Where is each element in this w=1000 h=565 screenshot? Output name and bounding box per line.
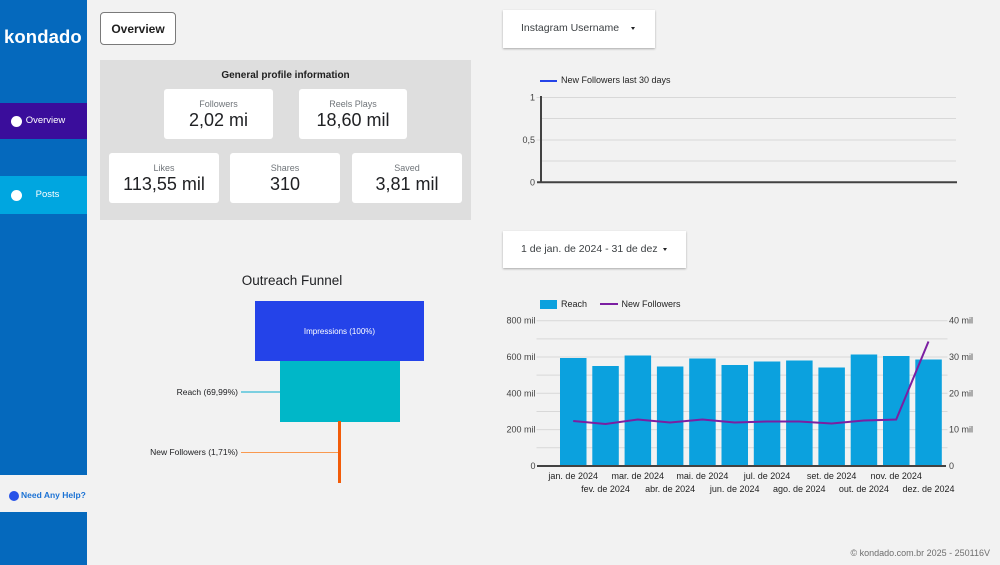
svg-text:jan. de 2024: jan. de 2024	[547, 471, 598, 481]
svg-text:fev. de 2024: fev. de 2024	[581, 484, 630, 494]
svg-text:0: 0	[530, 177, 535, 187]
svg-text:nov. de 2024: nov. de 2024	[871, 471, 922, 481]
svg-text:1: 1	[530, 93, 535, 103]
svg-text:jul. de 2024: jul. de 2024	[743, 471, 791, 481]
svg-text:dez. de 2024: dez. de 2024	[902, 484, 954, 494]
svg-text:20 mil: 20 mil	[949, 388, 973, 398]
svg-text:0,5: 0,5	[522, 135, 535, 145]
svg-text:mar. de 2024: mar. de 2024	[612, 471, 665, 481]
svg-text:30 mil: 30 mil	[949, 352, 973, 362]
svg-text:600 mil: 600 mil	[506, 352, 535, 362]
svg-text:400 mil: 400 mil	[506, 388, 535, 398]
svg-text:200 mil: 200 mil	[506, 425, 535, 435]
svg-text:out. de 2024: out. de 2024	[839, 484, 889, 494]
svg-text:800 mil: 800 mil	[506, 316, 535, 326]
svg-text:abr. de 2024: abr. de 2024	[645, 484, 695, 494]
svg-text:10 mil: 10 mil	[949, 425, 973, 435]
svg-text:0: 0	[530, 461, 535, 471]
svg-text:jun. de 2024: jun. de 2024	[709, 484, 760, 494]
svg-text:set. de 2024: set. de 2024	[807, 471, 857, 481]
svg-text:40 mil: 40 mil	[949, 316, 973, 326]
svg-text:ago. de 2024: ago. de 2024	[773, 484, 826, 494]
svg-text:0: 0	[949, 461, 954, 471]
svg-text:mai. de 2024: mai. de 2024	[676, 471, 728, 481]
